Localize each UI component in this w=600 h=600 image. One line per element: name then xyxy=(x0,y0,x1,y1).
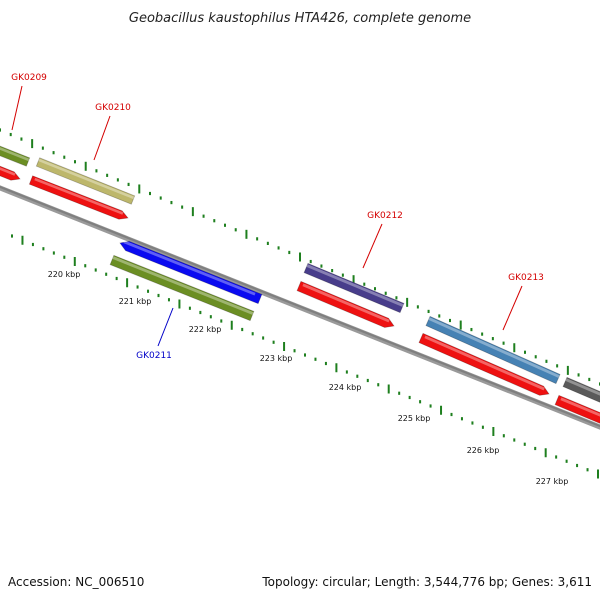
topology-summary-text: Topology: circular; Length: 3,544,776 bp… xyxy=(261,575,592,589)
tick-label-227-kbp: 227 kbp xyxy=(536,477,569,486)
kbp-tick-labels: 220 kbp 221 kbp 222 kbp 223 kbp 224 kbp 225 k… xyxy=(48,270,569,486)
gene-gk0211-olive xyxy=(109,254,255,322)
tick-label-226-kbp: 226 kbp xyxy=(467,446,500,455)
gene-right-gray-outline xyxy=(562,376,600,408)
cds-gk0210-highlight xyxy=(34,177,124,215)
gene-gk0212 xyxy=(303,262,405,314)
gene-gk0209-highlight xyxy=(0,143,30,162)
cds-gk0212-highlight xyxy=(302,283,390,323)
gene-gk0211-outline xyxy=(119,240,263,305)
label-leader-gk0211 xyxy=(157,307,174,347)
genome-title: Geobacillus kaustophilus HTA426, complet… xyxy=(129,11,471,26)
gene-gk0209-outline xyxy=(0,142,31,167)
cds-gk0209 xyxy=(0,162,21,181)
gene-gk0212-highlight xyxy=(306,264,404,307)
gene-gk0210 xyxy=(35,157,136,205)
gene-features xyxy=(0,142,600,425)
gene-gk0211-body xyxy=(120,241,262,304)
cds-right-body xyxy=(555,395,600,425)
gene-gk0213-highlight xyxy=(428,317,560,378)
gene-gk0212-body xyxy=(304,263,404,313)
gene-label-gk0213: GK0213 xyxy=(508,273,544,283)
gene-gk0211-olive-outline xyxy=(109,254,255,322)
tick-label-222-kbp: 222 kbp xyxy=(189,325,222,334)
label-leader-gk0209 xyxy=(11,85,23,131)
cds-gk0209-outline xyxy=(0,162,21,181)
cds-gk0212 xyxy=(296,280,395,328)
cds-gk0209-highlight xyxy=(0,164,16,176)
label-leader-gk0210 xyxy=(93,115,111,161)
cds-right-highlight xyxy=(560,397,600,420)
cds-gk0209-body xyxy=(0,162,21,181)
gene-gk0211 xyxy=(119,240,263,305)
gene-gk0211-olive-highlight xyxy=(112,256,254,315)
gene-right-gray-highlight xyxy=(565,378,600,401)
gene-gk0213 xyxy=(425,315,561,385)
cds-gk0210-outline xyxy=(28,175,129,220)
outer-tick-marks xyxy=(0,128,600,386)
cds-gk0210-body xyxy=(29,175,129,220)
cds-gk0213 xyxy=(418,332,550,396)
gene-right-gray-body xyxy=(563,377,600,407)
gene-label-gk0211: GK0211 xyxy=(136,351,172,361)
cds-gk0210 xyxy=(28,175,129,220)
tick-label-224-kbp: 224 kbp xyxy=(329,383,362,392)
tick-label-220-kbp: 220 kbp xyxy=(48,270,81,279)
tick-label-221-kbp: 221 kbp xyxy=(119,297,152,306)
inner-tick-marks xyxy=(11,234,599,479)
label-leader-gk0213 xyxy=(502,285,523,331)
cds-gk0212-outline xyxy=(296,280,395,328)
cds-gk0213-body xyxy=(418,333,549,396)
genome-backbone xyxy=(0,185,600,430)
backbone-core xyxy=(0,185,600,428)
gene-gk0209-body xyxy=(0,142,30,167)
label-leader-gk0212 xyxy=(362,223,383,269)
cds-gk0213-outline xyxy=(418,332,550,396)
gene-gk0210-body xyxy=(36,157,135,205)
gene-label-gk0209: GK0209 xyxy=(11,73,47,83)
gene-gk0211-olive-body xyxy=(110,255,254,321)
tick-label-225-kbp: 225 kbp xyxy=(398,414,431,423)
accession-text: Accession: NC_006510 xyxy=(8,575,144,589)
gene-labels: GK0209 GK0210 GK0211 GK0212 GK0213 xyxy=(11,73,544,361)
cds-right-outline xyxy=(554,394,600,425)
gene-gk0209 xyxy=(0,142,31,167)
gene-gk0210-outline xyxy=(35,157,136,205)
cds-right xyxy=(554,394,600,425)
gene-right-gray xyxy=(562,376,600,408)
gene-gk0213-body xyxy=(425,316,561,384)
cds-gk0213-highlight xyxy=(424,335,545,391)
gene-gk0211-highlight xyxy=(123,240,256,296)
gene-gk0212-outline xyxy=(303,262,405,314)
tick-label-223-kbp: 223 kbp xyxy=(260,354,293,363)
gene-gk0210-highlight xyxy=(38,158,135,200)
gene-gk0213-outline xyxy=(425,315,561,385)
gene-label-gk0212: GK0212 xyxy=(367,211,403,221)
cds-gk0212-body xyxy=(297,281,395,328)
gene-label-gk0210: GK0210 xyxy=(95,103,131,113)
